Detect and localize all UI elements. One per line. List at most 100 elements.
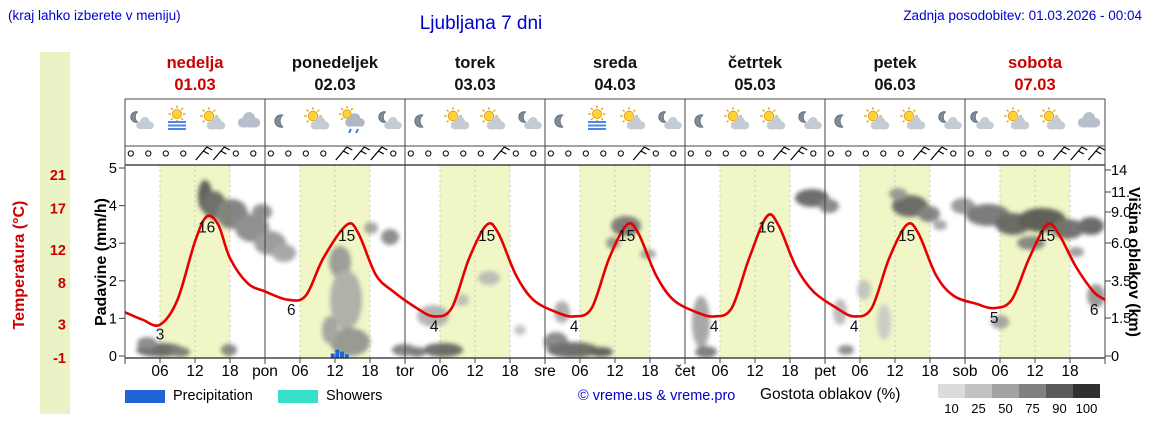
svg-text:6: 6 [287, 302, 296, 319]
svg-text:4: 4 [430, 318, 439, 335]
svg-text:6.0: 6.0 [1111, 236, 1131, 252]
temp-axis-ticks: 21 17 12 8 3 -1 [50, 168, 66, 367]
svg-text:-1: -1 [53, 351, 66, 367]
svg-text:3.5: 3.5 [1111, 274, 1131, 290]
svg-text:06: 06 [991, 363, 1008, 380]
cloud-density-values: 10 25 50 75 90 100 [938, 401, 1100, 416]
svg-text:15: 15 [478, 228, 495, 245]
svg-text:12: 12 [606, 363, 623, 380]
density-value: 90 [1052, 401, 1067, 416]
svg-text:06.03: 06.03 [874, 76, 915, 94]
svg-text:18: 18 [781, 363, 798, 380]
svg-text:sob: sob [953, 363, 978, 380]
svg-text:0: 0 [1111, 349, 1119, 365]
svg-text:pet: pet [814, 363, 836, 380]
cloud-axis-ticks: 14 11. 9.0 6.0 3.5 1.5 0 [1111, 163, 1131, 365]
svg-text:9.0: 9.0 [1111, 205, 1131, 221]
svg-text:12: 12 [746, 363, 763, 380]
precipitation-swatch [125, 390, 165, 403]
svg-text:21: 21 [50, 168, 66, 184]
density-value: 25 [971, 401, 986, 416]
precipitation-legend-label: Precipitation [173, 388, 253, 404]
cloud-density-title: Gostota oblakov (%) [760, 386, 901, 403]
showers-swatch [278, 390, 318, 403]
menu-hint: (kraj lahko izberete v meniju) [8, 8, 181, 23]
svg-text:torek: torek [455, 54, 496, 72]
last-update-label: Zadnja posodobitev: 01.03.2026 - 00:04 [903, 8, 1142, 23]
svg-text:4: 4 [850, 318, 859, 335]
x-axis-labels: 06 12 18 pon 06 12 18 tor 06 12 18 sre 06 12 18 čet 06 12… [151, 363, 1078, 380]
svg-text:petek: petek [873, 54, 917, 72]
svg-text:14: 14 [1111, 163, 1127, 179]
svg-text:1.5: 1.5 [1111, 311, 1131, 327]
svg-text:četrtek: četrtek [728, 54, 783, 72]
svg-text:06: 06 [291, 363, 308, 380]
svg-text:sre: sre [534, 363, 556, 380]
svg-text:17: 17 [50, 201, 66, 217]
svg-text:18: 18 [501, 363, 518, 380]
credit-link[interactable]: © vreme.us & vreme.pro [578, 388, 736, 404]
svg-text:06: 06 [151, 363, 168, 380]
density-value: 75 [1025, 401, 1040, 416]
svg-text:12: 12 [886, 363, 903, 380]
svg-text:18: 18 [361, 363, 378, 380]
svg-text:11.: 11. [1111, 185, 1130, 201]
temperature-axis-strip [40, 52, 70, 414]
svg-text:06: 06 [851, 363, 868, 380]
svg-text:5: 5 [109, 161, 117, 177]
density-swatch [1019, 384, 1046, 398]
svg-text:03.03: 03.03 [454, 76, 495, 94]
density-swatch [965, 384, 992, 398]
svg-text:pon: pon [252, 363, 278, 380]
weather-icons [130, 105, 1101, 134]
density-swatch [938, 384, 965, 398]
wind-row [127, 146, 1106, 161]
density-value: 10 [944, 401, 959, 416]
svg-text:3: 3 [58, 318, 66, 334]
svg-text:12: 12 [1026, 363, 1043, 380]
svg-text:3: 3 [109, 236, 117, 252]
density-swatch [1073, 384, 1100, 398]
svg-text:1: 1 [109, 311, 117, 327]
svg-text:06: 06 [711, 363, 728, 380]
temperature-axis-title: Temperatura (°C) [11, 200, 28, 330]
svg-text:2: 2 [109, 274, 117, 290]
svg-text:4: 4 [570, 318, 579, 335]
svg-text:18: 18 [921, 363, 938, 380]
svg-text:sreda: sreda [593, 54, 638, 72]
svg-text:07.03: 07.03 [1014, 76, 1055, 94]
svg-text:8: 8 [58, 276, 66, 292]
svg-text:12: 12 [186, 363, 203, 380]
svg-text:06: 06 [431, 363, 448, 380]
svg-text:6: 6 [1090, 302, 1099, 319]
svg-text:05.03: 05.03 [734, 76, 775, 94]
svg-text:sobota: sobota [1008, 54, 1063, 72]
svg-text:3: 3 [156, 327, 165, 344]
density-value: 50 [998, 401, 1013, 416]
density-swatch [1046, 384, 1073, 398]
svg-text:15: 15 [1038, 228, 1055, 245]
svg-text:15: 15 [898, 228, 915, 245]
svg-text:18: 18 [1061, 363, 1078, 380]
svg-text:tor: tor [396, 363, 414, 380]
svg-text:01.03: 01.03 [174, 76, 215, 94]
precip-axis-ticks: 5 4 3 2 1 0 [109, 161, 117, 365]
showers-legend-label: Showers [326, 388, 383, 404]
svg-text:04.03: 04.03 [594, 76, 635, 94]
density-value: 100 [1075, 401, 1098, 416]
frame [119, 98, 1111, 364]
temperature-curve [125, 213, 1105, 327]
precipitation-axis-title: Padavine (mm/h) [93, 197, 110, 327]
cloud-density-scale [938, 384, 1100, 398]
svg-text:12: 12 [326, 363, 343, 380]
page-title: Ljubljana 7 dni [419, 13, 543, 34]
svg-text:18: 18 [641, 363, 658, 380]
svg-text:16: 16 [198, 220, 215, 237]
day-headers: nedelja 01.03 ponedeljek 02.03 torek 03.03 sre… [167, 54, 1063, 94]
svg-text:nedelja: nedelja [167, 54, 225, 72]
svg-text:18: 18 [221, 363, 238, 380]
svg-text:12: 12 [50, 243, 66, 259]
svg-text:16: 16 [758, 220, 775, 237]
svg-text:02.03: 02.03 [314, 76, 355, 94]
